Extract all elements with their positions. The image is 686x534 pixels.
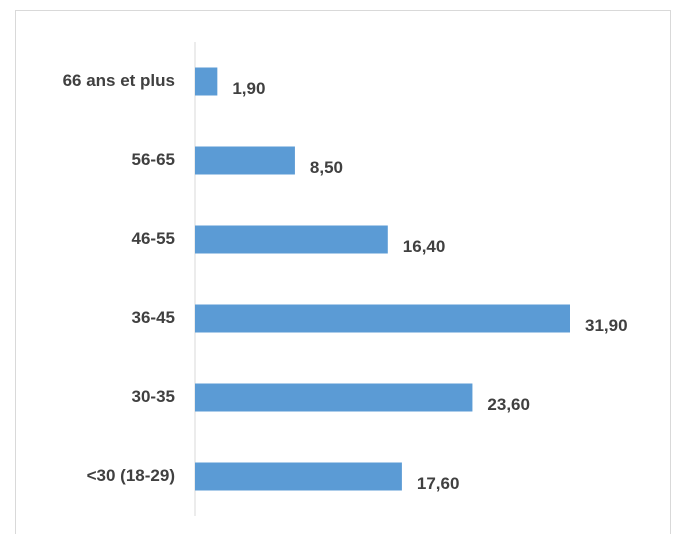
y-tick-label: 36-45 xyxy=(132,308,175,327)
data-label: 8,50 xyxy=(310,158,343,177)
bar xyxy=(195,304,570,333)
data-label: 17,60 xyxy=(417,474,460,493)
bar xyxy=(195,383,473,412)
y-tick-label: 56-65 xyxy=(132,150,175,169)
data-label: 31,90 xyxy=(585,316,628,335)
bar xyxy=(195,146,295,175)
y-tick-label: 30-35 xyxy=(132,387,175,406)
data-label: 16,40 xyxy=(403,237,446,256)
bar xyxy=(195,67,218,96)
y-tick-label: 66 ans et plus xyxy=(63,71,175,90)
y-tick-label: <30 (18-29) xyxy=(87,466,175,485)
y-tick-label: 46-55 xyxy=(132,229,175,248)
data-label: 23,60 xyxy=(487,395,530,414)
data-label: 1,90 xyxy=(232,79,265,98)
bar xyxy=(195,462,402,491)
chart-frame xyxy=(15,10,671,534)
bar xyxy=(195,225,388,254)
